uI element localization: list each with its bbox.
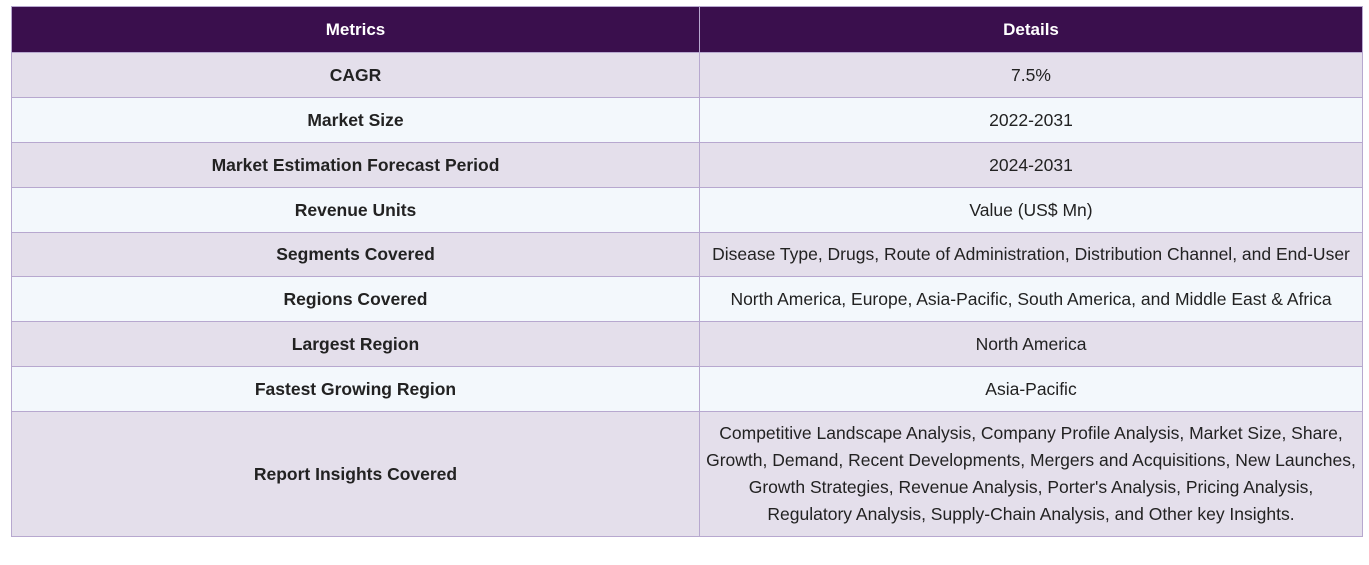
- metric-cell: Segments Covered: [11, 232, 700, 277]
- detail-cell: Disease Type, Drugs, Route of Administra…: [699, 232, 1363, 277]
- report-metrics-table-wrapper: Metrics Details CAGR 7.5% Market Size 20…: [11, 6, 1363, 537]
- table-row-forecast-period: Market Estimation Forecast Period 2024-2…: [11, 142, 1363, 188]
- metric-cell: Fastest Growing Region: [11, 366, 700, 412]
- detail-cell: 2022-2031: [699, 97, 1363, 143]
- detail-cell: North America: [699, 321, 1363, 367]
- table-header-row: Metrics Details: [11, 6, 1363, 53]
- detail-cell: Competitive Landscape Analysis, Company …: [699, 411, 1363, 537]
- table-row-cagr: CAGR 7.5%: [11, 52, 1363, 98]
- detail-cell: Value (US$ Mn): [699, 187, 1363, 233]
- table-row-segments-covered: Segments Covered Disease Type, Drugs, Ro…: [11, 232, 1363, 277]
- detail-cell: Asia-Pacific: [699, 366, 1363, 412]
- detail-cell: 7.5%: [699, 52, 1363, 98]
- table-row-revenue-units: Revenue Units Value (US$ Mn): [11, 187, 1363, 233]
- metric-cell: Largest Region: [11, 321, 700, 367]
- table-row-report-insights: Report Insights Covered Competitive Land…: [11, 411, 1363, 537]
- metric-cell: Market Estimation Forecast Period: [11, 142, 700, 188]
- report-metrics-table: Metrics Details CAGR 7.5% Market Size 20…: [11, 6, 1363, 537]
- table-row-fastest-growing-region: Fastest Growing Region Asia-Pacific: [11, 366, 1363, 412]
- metric-cell: Market Size: [11, 97, 700, 143]
- table-row-market-size: Market Size 2022-2031: [11, 97, 1363, 143]
- table-row-largest-region: Largest Region North America: [11, 321, 1363, 367]
- column-header-details: Details: [699, 6, 1363, 53]
- metric-cell: Report Insights Covered: [11, 411, 700, 537]
- column-header-metrics: Metrics: [11, 6, 700, 53]
- metric-cell: Revenue Units: [11, 187, 700, 233]
- metric-cell: CAGR: [11, 52, 700, 98]
- detail-cell: North America, Europe, Asia-Pacific, Sou…: [699, 276, 1363, 322]
- detail-cell: 2024-2031: [699, 142, 1363, 188]
- table-row-regions-covered: Regions Covered North America, Europe, A…: [11, 276, 1363, 322]
- metric-cell: Regions Covered: [11, 276, 700, 322]
